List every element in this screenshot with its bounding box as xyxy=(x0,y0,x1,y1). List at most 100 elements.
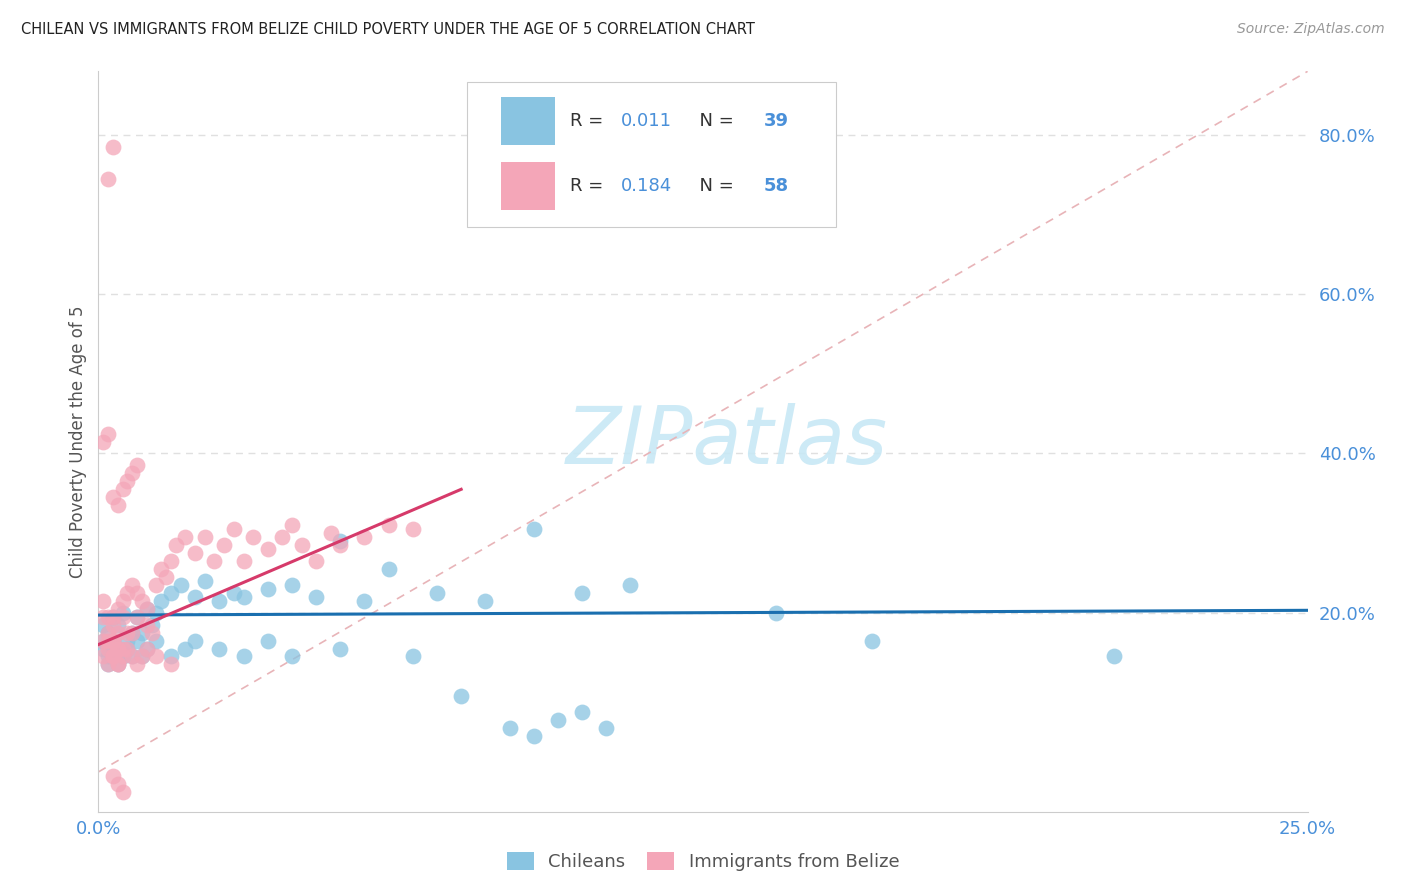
Point xyxy=(184,633,207,648)
Point xyxy=(117,475,139,489)
Point xyxy=(141,625,163,640)
Point xyxy=(160,657,183,672)
Point xyxy=(571,705,593,719)
Point xyxy=(290,538,312,552)
Point xyxy=(523,729,546,743)
Point xyxy=(174,530,197,544)
Point xyxy=(117,625,139,640)
Point xyxy=(107,498,129,512)
Point xyxy=(91,593,114,607)
Point xyxy=(91,617,114,632)
Text: R =: R = xyxy=(569,178,609,195)
Point xyxy=(426,586,449,600)
Point xyxy=(107,641,129,656)
Point xyxy=(97,625,120,640)
Point xyxy=(145,633,167,648)
Point xyxy=(212,538,235,552)
FancyBboxPatch shape xyxy=(467,82,837,227)
Text: CHILEAN VS IMMIGRANTS FROM BELIZE CHILD POVERTY UNDER THE AGE OF 5 CORRELATION C: CHILEAN VS IMMIGRANTS FROM BELIZE CHILD … xyxy=(21,22,755,37)
Point xyxy=(107,777,129,791)
Point xyxy=(474,593,496,607)
Point xyxy=(353,593,375,607)
Text: 39: 39 xyxy=(763,112,789,130)
Point xyxy=(498,721,520,735)
Point xyxy=(101,609,124,624)
Point xyxy=(111,606,134,620)
Point xyxy=(353,530,375,544)
Point xyxy=(101,617,124,632)
Point xyxy=(97,609,120,624)
Point xyxy=(135,641,157,656)
Point xyxy=(305,590,328,604)
Point xyxy=(91,649,114,664)
Point xyxy=(1102,649,1125,664)
Point xyxy=(194,574,217,588)
Point xyxy=(121,649,143,664)
Point xyxy=(135,601,157,615)
Point xyxy=(619,578,641,592)
Point xyxy=(121,578,143,592)
Point xyxy=(101,633,124,648)
Point xyxy=(111,646,134,660)
Point xyxy=(571,586,593,600)
Point xyxy=(127,586,149,600)
Point xyxy=(174,641,197,656)
Point xyxy=(256,633,278,648)
Point xyxy=(111,641,134,656)
Point xyxy=(208,641,231,656)
Point xyxy=(97,625,120,640)
Point xyxy=(131,649,153,664)
Point xyxy=(271,530,294,544)
Point xyxy=(232,649,254,664)
Point xyxy=(155,570,177,584)
Point xyxy=(91,434,114,449)
Point xyxy=(523,522,546,536)
Point xyxy=(145,649,167,664)
Point xyxy=(97,171,120,186)
Point xyxy=(117,633,139,648)
Point xyxy=(121,625,143,640)
Point xyxy=(101,641,124,656)
Point xyxy=(111,649,134,664)
Point xyxy=(91,609,114,624)
Point xyxy=(97,657,120,672)
Point xyxy=(232,554,254,568)
Point xyxy=(150,562,173,576)
Point xyxy=(281,518,304,533)
Point xyxy=(111,593,134,607)
Point xyxy=(101,140,124,154)
Point xyxy=(121,649,143,664)
Text: N =: N = xyxy=(689,112,740,130)
Point xyxy=(111,483,134,497)
Point xyxy=(860,633,883,648)
Point xyxy=(97,426,120,441)
Text: ZIPatlas: ZIPatlas xyxy=(567,402,889,481)
Point xyxy=(127,633,149,648)
Point xyxy=(91,641,114,656)
Point xyxy=(765,606,787,620)
Point xyxy=(101,769,124,783)
Point xyxy=(97,649,120,664)
Point xyxy=(208,593,231,607)
Point xyxy=(117,641,139,656)
Point xyxy=(101,649,124,664)
Point xyxy=(377,518,399,533)
Point xyxy=(101,649,124,664)
Point xyxy=(135,617,157,632)
Point xyxy=(117,641,139,656)
Point xyxy=(91,633,114,648)
Point xyxy=(135,641,157,656)
Point xyxy=(281,649,304,664)
Text: 0.011: 0.011 xyxy=(621,112,672,130)
Point xyxy=(242,530,264,544)
Point xyxy=(127,609,149,624)
Point xyxy=(127,609,149,624)
Point xyxy=(111,785,134,799)
Point xyxy=(222,586,245,600)
Point xyxy=(204,554,226,568)
Point xyxy=(402,649,425,664)
Point xyxy=(101,633,124,648)
Point xyxy=(107,601,129,615)
Point xyxy=(329,538,352,552)
Text: 0.184: 0.184 xyxy=(621,178,672,195)
